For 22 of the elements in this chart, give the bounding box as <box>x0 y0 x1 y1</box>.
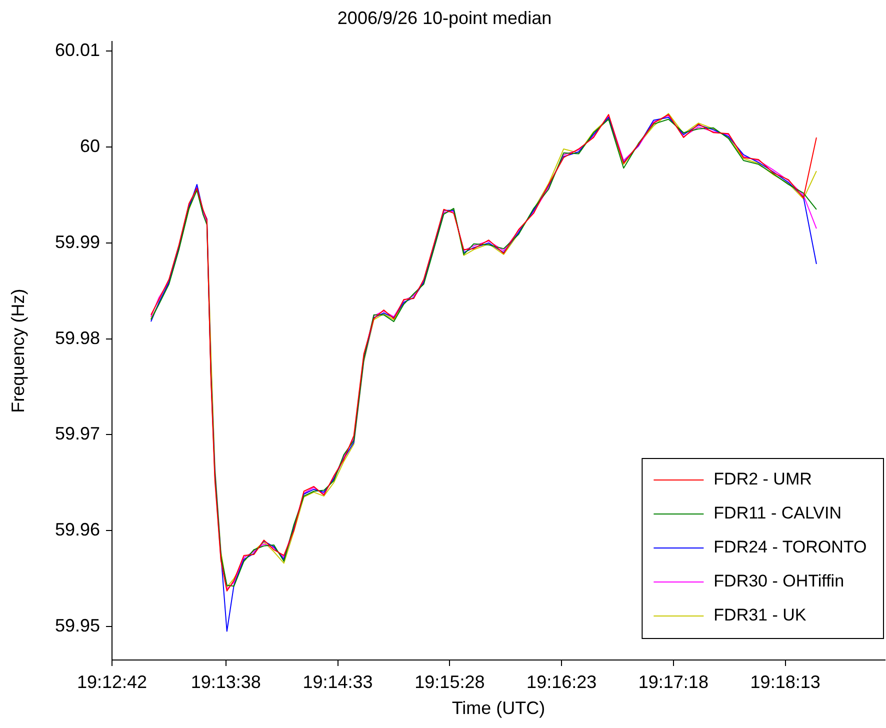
x-tick-label: 19:18:13 <box>750 672 820 692</box>
y-tick-label: 59.99 <box>54 232 100 252</box>
legend-label: FDR31 - UK <box>714 606 807 625</box>
y-tick-label: 59.95 <box>54 615 100 636</box>
x-tick-label: 19:12:42 <box>76 672 148 692</box>
x-tick-label: 19:15:28 <box>414 672 485 692</box>
legend-label: FDR11 - CALVIN <box>714 504 842 523</box>
y-tick-label: 59.96 <box>54 520 100 540</box>
x-tick-label: 19:16:23 <box>526 672 597 692</box>
legend-label: FDR2 - UMR <box>714 470 812 489</box>
y-tick-label: 59.98 <box>54 328 100 348</box>
y-tick-label: 60.01 <box>54 40 100 60</box>
chart-title: 2006/9/26 10-point median <box>337 8 552 28</box>
legend-label: FDR24 - TORONTO <box>714 538 867 557</box>
y-tick-label: 59.97 <box>54 424 100 444</box>
x-tick-label: 19:17:18 <box>638 672 708 692</box>
legend-label: FDR30 - OHTiffin <box>714 572 844 591</box>
x-tick-label: 19:13:38 <box>190 672 261 692</box>
y-tick-label: 60 <box>80 136 100 156</box>
x-axis-title: Time (UTC) <box>452 698 546 718</box>
x-tick-label: 19:14:33 <box>302 672 373 692</box>
y-axis-title: Frequency (Hz) <box>8 288 28 413</box>
